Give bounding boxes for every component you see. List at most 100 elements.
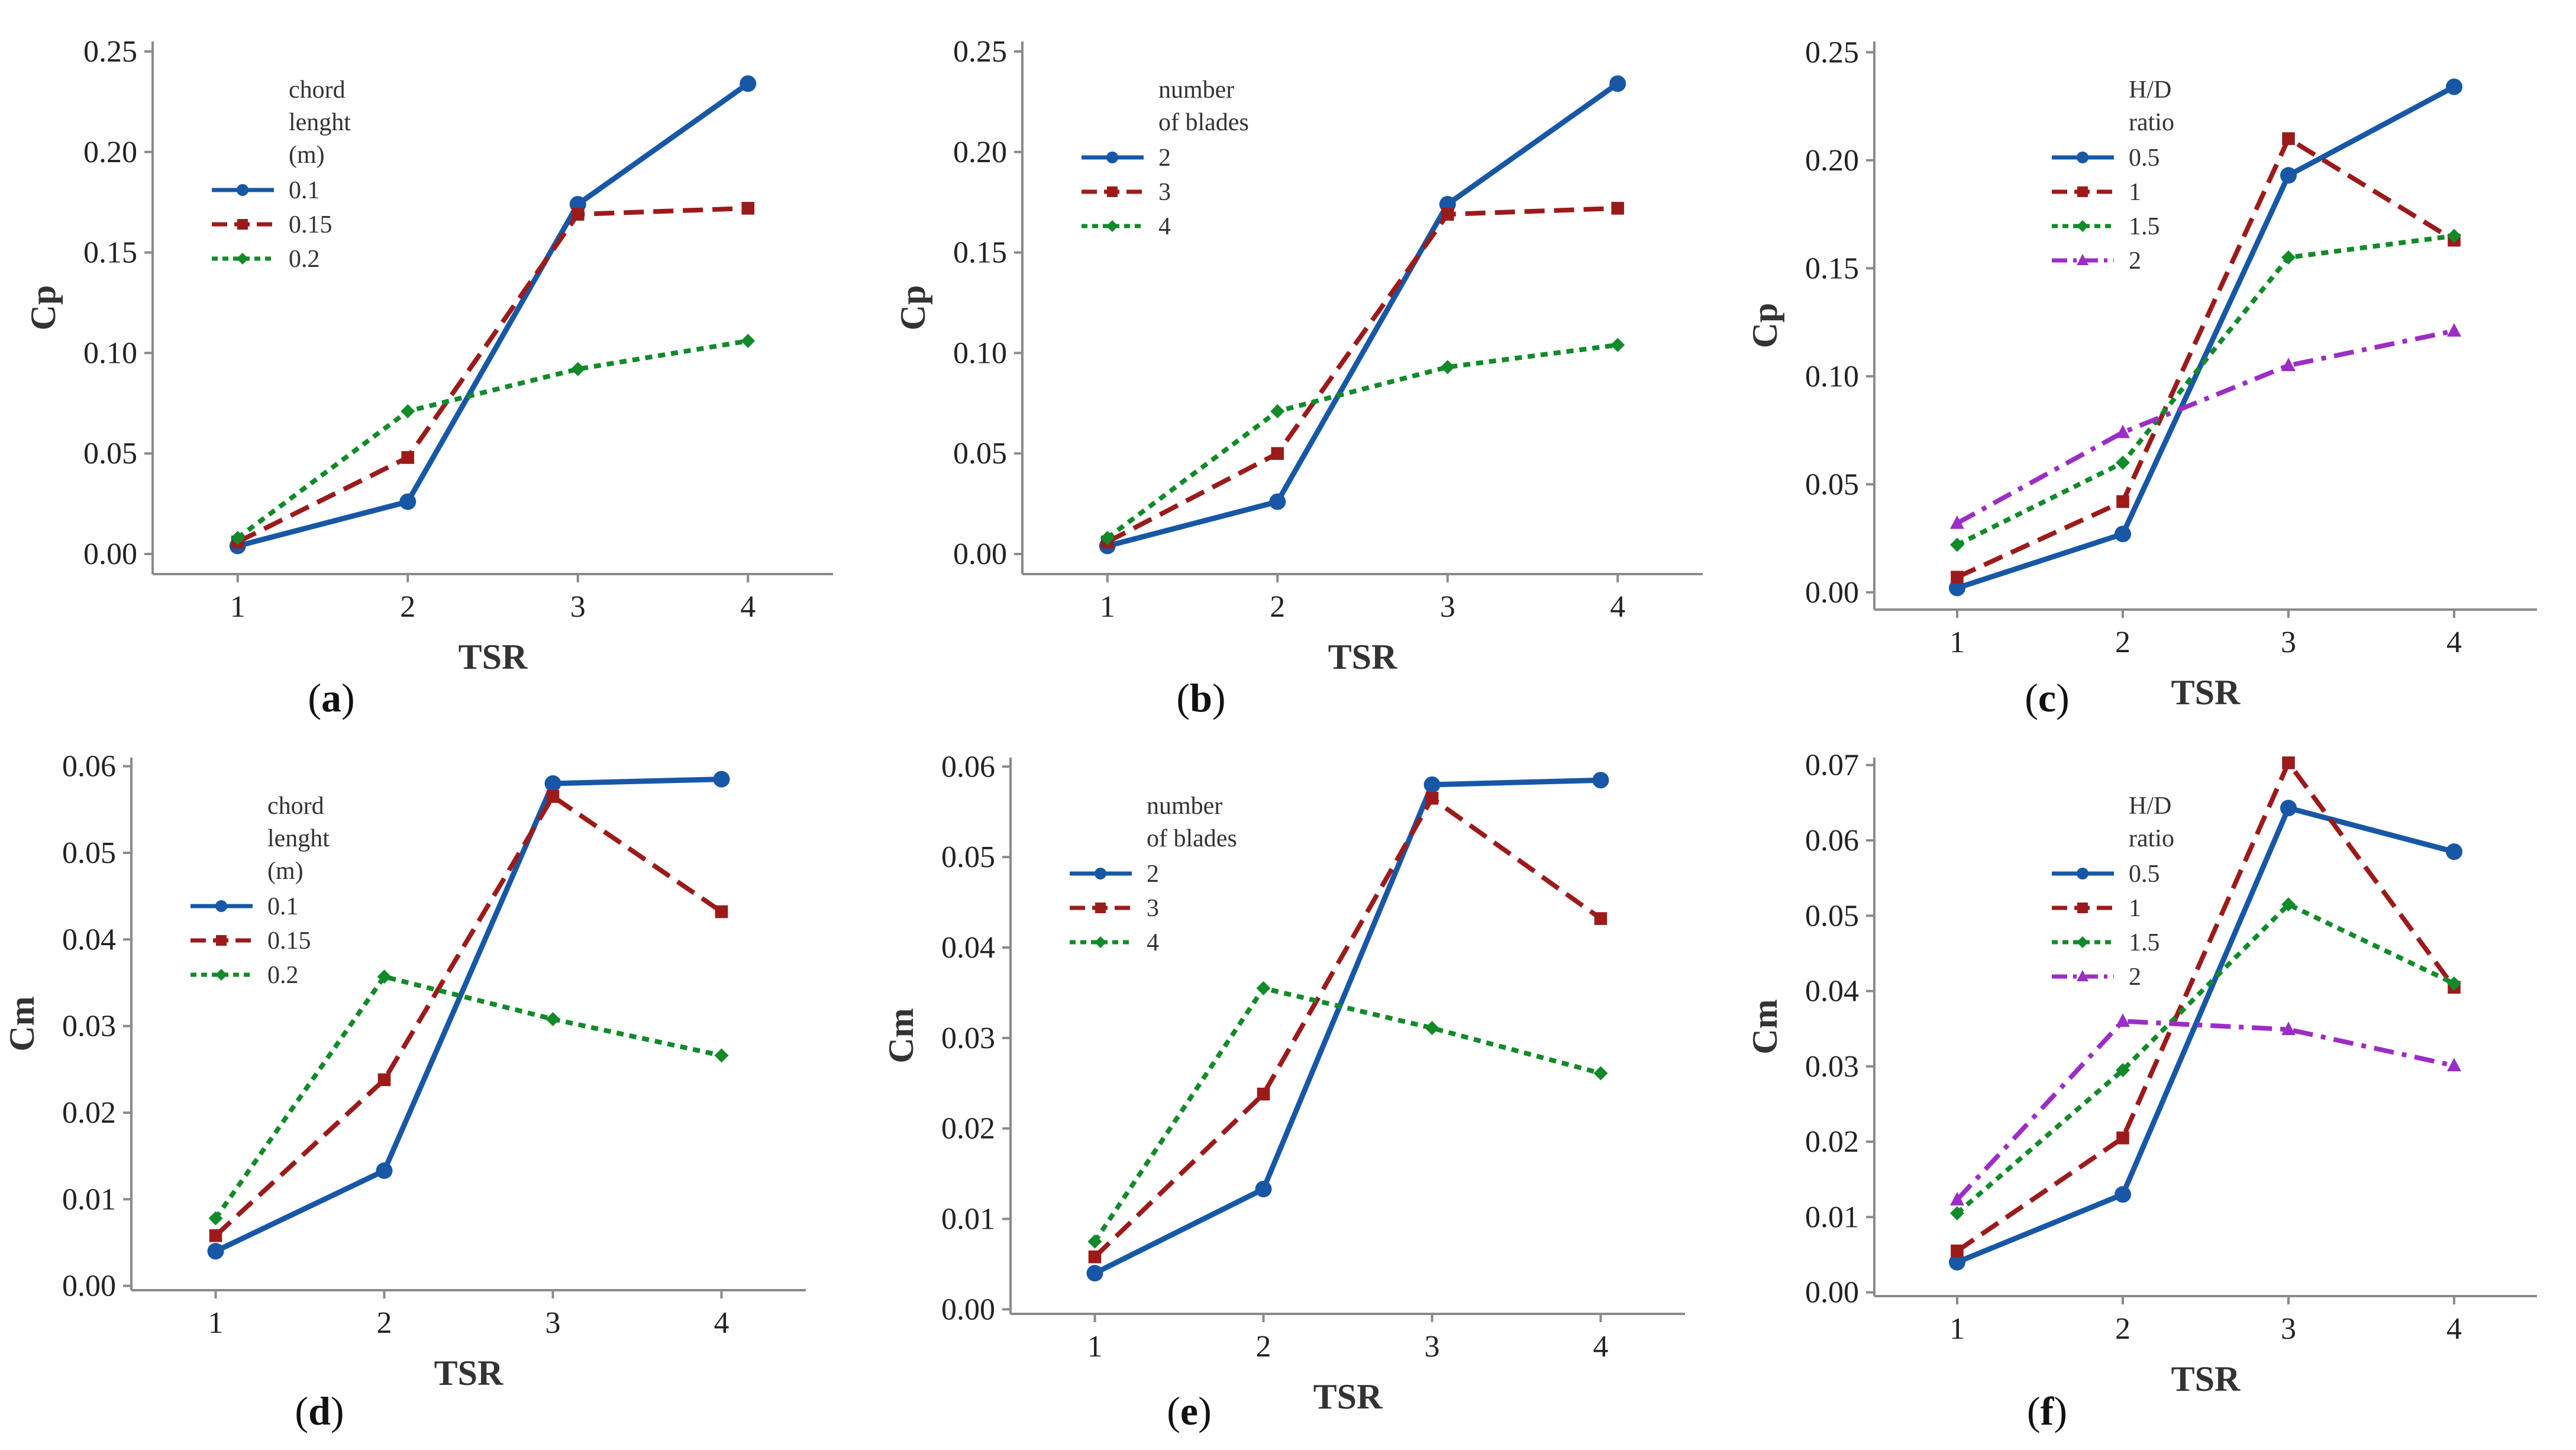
y-tick-label: 0.20 — [953, 136, 1007, 169]
series-line — [236, 339, 748, 540]
caption-letter: f — [2040, 1388, 2054, 1433]
y-tick-label: 0.00 — [941, 1293, 995, 1326]
x-tick-label: 2 — [377, 1306, 392, 1340]
series-line — [214, 794, 723, 1238]
caption-letter: d — [308, 1388, 331, 1433]
legend-title: (m) — [289, 141, 325, 169]
legend-marker — [2077, 903, 2088, 913]
chart-panel-a: 0.00 0.05 0.10 0.15 0.20 0.25 1 2 3 4 TSR Cp chord le… — [24, 35, 833, 676]
legend-label: 3 — [1147, 895, 1159, 922]
data-point — [2116, 495, 2129, 508]
series-0.5 — [1949, 78, 2462, 597]
y-tick-label: 0.00 — [62, 1269, 116, 1303]
legend-title: H/D — [2129, 792, 2171, 820]
data-point — [1257, 1087, 1270, 1101]
legend-label: 3 — [1158, 179, 1171, 206]
y-tick-label: 0.10 — [1805, 360, 1859, 394]
x-axis-title: TSR — [459, 637, 528, 676]
data-point — [1423, 776, 1441, 793]
data-point — [740, 75, 757, 92]
x-axis-title: TSR — [2171, 1359, 2241, 1399]
legend-marker — [2077, 254, 2088, 265]
legend-title: number — [1147, 792, 1222, 820]
data-point — [1949, 579, 1965, 597]
x-tick-label: 4 — [714, 1306, 729, 1340]
y-tick-label: 0.05 — [953, 437, 1007, 471]
data-point — [570, 362, 585, 376]
x-tick-label: 4 — [1610, 590, 1625, 624]
legend-marker — [237, 184, 248, 196]
data-point — [1269, 493, 1286, 510]
legend-title: chord — [267, 792, 324, 820]
x-tick-label: 1 — [208, 1306, 224, 1340]
data-point — [1441, 208, 1454, 221]
legend-label: 2 — [1147, 861, 1159, 888]
x-axis-title: TSR — [434, 1354, 503, 1393]
caption-b: (b) — [1176, 675, 1226, 720]
legend-item: 0.2 — [191, 962, 299, 989]
data-point — [2116, 424, 2130, 439]
data-point — [208, 1211, 223, 1226]
legend-label: 0.5 — [2129, 144, 2160, 172]
legend-label: 0.15 — [289, 211, 333, 239]
legend-marker — [237, 219, 248, 230]
data-point — [2281, 250, 2296, 265]
y-tick-label: 0.02 — [62, 1096, 116, 1130]
series-0.2 — [208, 969, 729, 1226]
data-point — [1086, 1265, 1103, 1282]
legend: chord lenght (m) 0.1 0.15 0.2 — [191, 792, 330, 989]
data-point — [1088, 1250, 1102, 1264]
y-tick-label: 0.25 — [83, 35, 137, 69]
series-4 — [1087, 981, 1608, 1249]
legend-item: 0.5 — [2052, 861, 2160, 888]
legend-label: 0.1 — [289, 177, 320, 204]
data-point — [571, 208, 585, 221]
data-point — [1256, 981, 1271, 995]
data-point — [1087, 1234, 1102, 1249]
legend-item: 0.15 — [191, 927, 311, 955]
y-tick-label: 0.10 — [953, 336, 1007, 370]
data-point — [544, 775, 561, 792]
legend-item: 0.2 — [212, 246, 320, 273]
series-line — [237, 81, 750, 549]
legend-label: 1 — [2129, 179, 2141, 206]
y-tick-label: 0.00 — [83, 537, 137, 571]
legend-marker — [1095, 936, 1106, 948]
data-point — [1271, 447, 1284, 460]
caption-letter: c — [2038, 675, 2057, 720]
legend-marker — [2077, 868, 2088, 879]
legend-title: lenght — [267, 825, 330, 852]
series-line — [1956, 328, 2455, 526]
y-tick-label: 0.00 — [1805, 576, 1859, 610]
data-point — [2446, 78, 2462, 95]
chart-panel-e: 0.00 0.01 0.02 0.03 0.04 0.05 0.06 1 2 3 4 TSR Cm num… — [882, 750, 1685, 1416]
x-tick-label: 1 — [1949, 626, 1965, 659]
legend-label: 0.5 — [2129, 861, 2160, 888]
legend-item: 4 — [1082, 213, 1171, 240]
y-tick-label: 0.06 — [941, 750, 995, 784]
legend-item: 3 — [1070, 895, 1159, 922]
y-axis-title: Cm — [2, 996, 41, 1051]
data-point — [1610, 337, 1625, 352]
y-axis-title: Cp — [893, 285, 932, 331]
x-tick-label: 2 — [2115, 626, 2130, 659]
x-tick-label: 1 — [1949, 1312, 1965, 1346]
legend-marker — [1095, 868, 1106, 879]
legend-item: 0.15 — [212, 211, 333, 239]
series-0.1 — [207, 771, 730, 1260]
data-point — [2447, 1058, 2461, 1072]
legend: number of blades 2 3 4 — [1082, 76, 1249, 240]
y-axis-title: Cm — [1745, 999, 1784, 1054]
y-tick-label: 0.10 — [83, 336, 137, 370]
legend-marker — [2077, 936, 2088, 948]
data-point — [2280, 800, 2297, 817]
legend-label: 0.15 — [267, 927, 311, 955]
x-tick-label: 2 — [400, 590, 415, 624]
x-axis-title: TSR — [1313, 1377, 1383, 1416]
x-tick-label: 2 — [1270, 590, 1285, 624]
series-line — [1956, 805, 2455, 1265]
data-point — [2116, 455, 2130, 470]
y-tick-label: 0.05 — [1805, 468, 1859, 501]
data-point — [1611, 202, 1625, 215]
legend-marker — [1095, 903, 1106, 913]
